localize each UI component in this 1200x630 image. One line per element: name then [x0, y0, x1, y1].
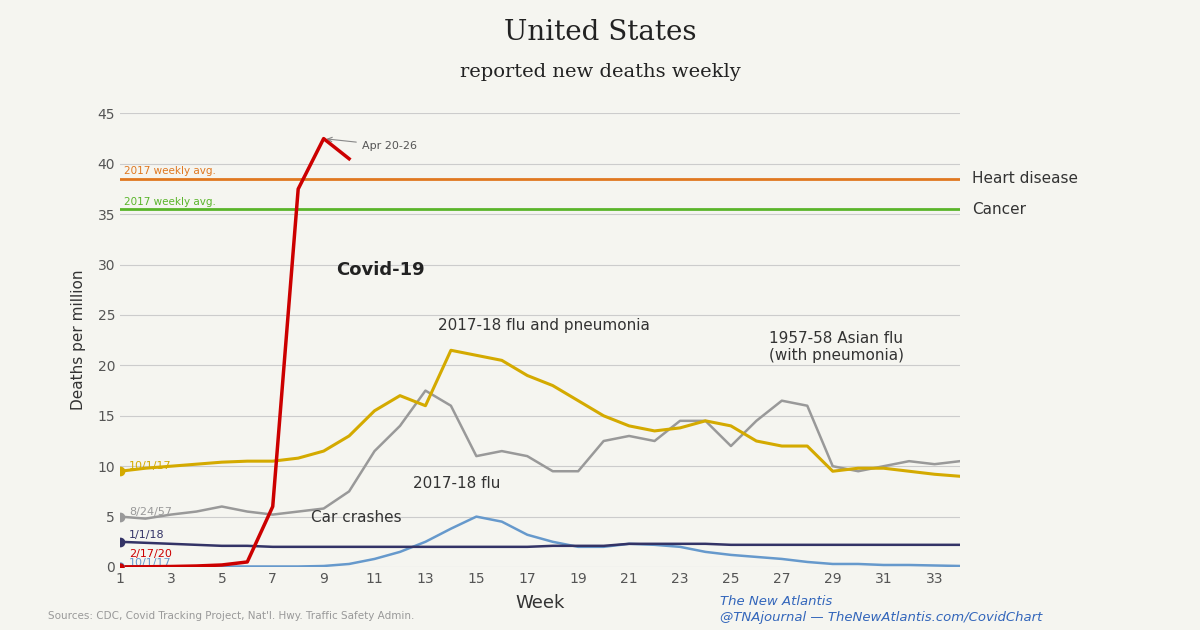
Text: The New Atlantis: The New Atlantis — [720, 595, 833, 608]
Text: 2017-18 flu: 2017-18 flu — [413, 476, 500, 491]
X-axis label: Week: Week — [515, 594, 565, 612]
Text: 2017 weekly avg.: 2017 weekly avg. — [124, 166, 216, 176]
Text: United States: United States — [504, 19, 696, 46]
Text: 10/1/17: 10/1/17 — [128, 461, 172, 471]
Text: reported new deaths weekly: reported new deaths weekly — [460, 63, 740, 81]
Text: Cancer: Cancer — [972, 202, 1026, 217]
Text: 8/24/57: 8/24/57 — [128, 507, 172, 517]
Y-axis label: Deaths per million: Deaths per million — [72, 270, 86, 411]
Text: 1/1/18: 1/1/18 — [128, 530, 164, 541]
Text: Car crashes: Car crashes — [311, 510, 402, 525]
Text: Apr 20-26: Apr 20-26 — [328, 137, 416, 151]
Text: 2017-18 flu and pneumonia: 2017-18 flu and pneumonia — [438, 318, 650, 333]
Text: Covid-19: Covid-19 — [336, 261, 425, 278]
Text: 2/17/20: 2/17/20 — [128, 549, 172, 559]
Text: 10/1/17: 10/1/17 — [128, 558, 172, 568]
Text: Sources: CDC, Covid Tracking Project, Nat'l. Hwy. Traffic Safety Admin.: Sources: CDC, Covid Tracking Project, Na… — [48, 610, 414, 621]
Text: Heart disease: Heart disease — [972, 171, 1078, 186]
Text: @TNAjournal — TheNewAtlantis.com/CovidChart: @TNAjournal — TheNewAtlantis.com/CovidCh… — [720, 610, 1043, 624]
Text: 2017 weekly avg.: 2017 weekly avg. — [124, 197, 216, 207]
Text: 1957-58 Asian flu
(with pneumonia): 1957-58 Asian flu (with pneumonia) — [769, 331, 904, 364]
